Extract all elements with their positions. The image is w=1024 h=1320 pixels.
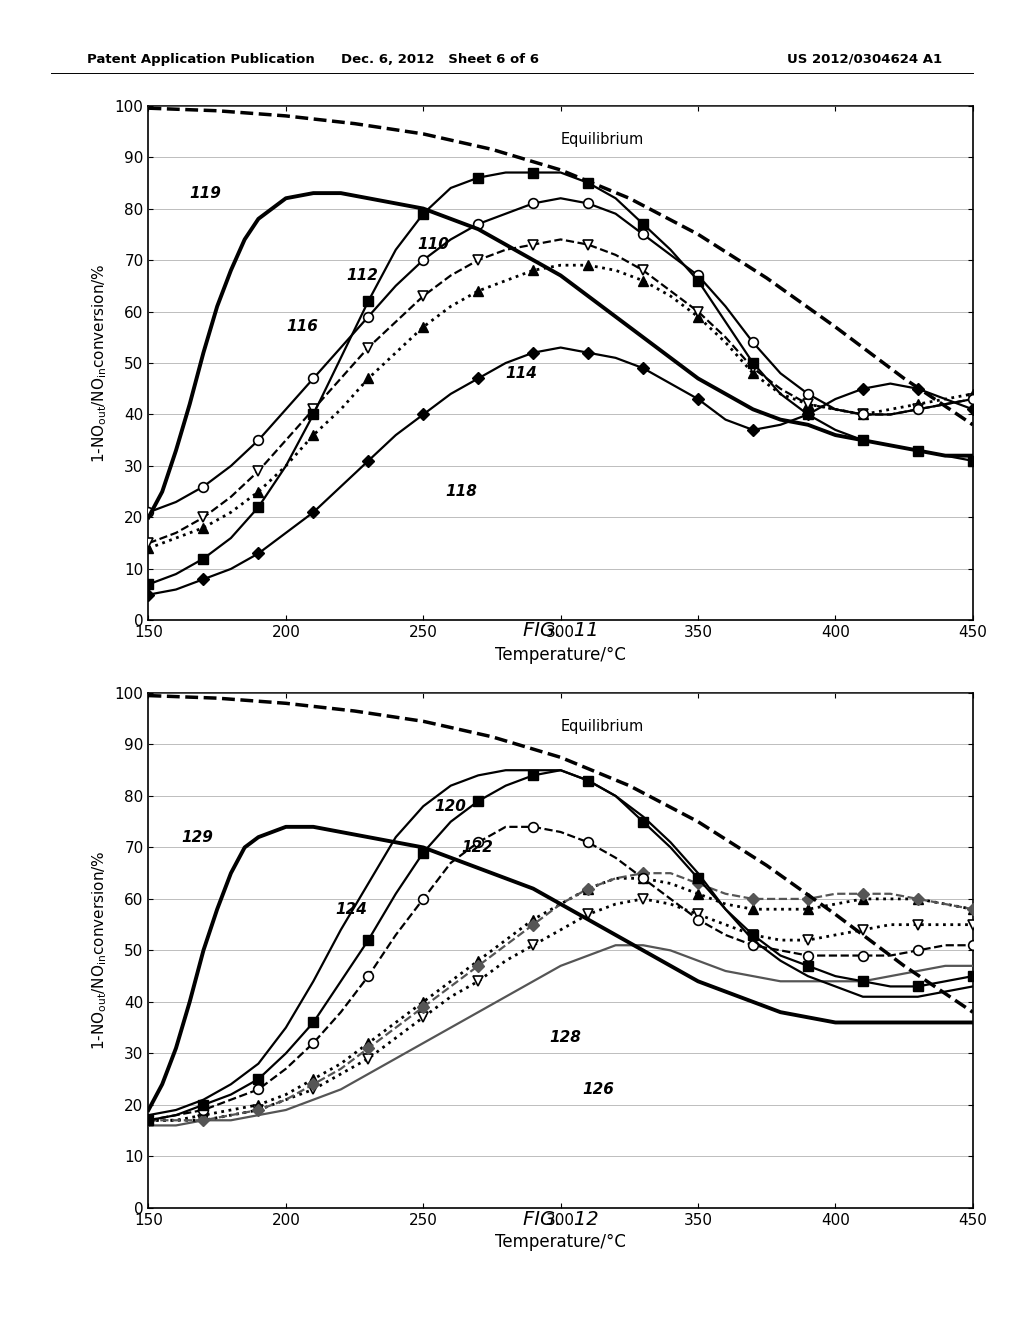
Text: 110: 110 [418, 238, 450, 252]
Text: 122: 122 [462, 840, 494, 855]
Text: 126: 126 [583, 1082, 614, 1097]
Text: 118: 118 [445, 484, 477, 499]
Text: 119: 119 [189, 186, 221, 201]
Text: Dec. 6, 2012   Sheet 6 of 6: Dec. 6, 2012 Sheet 6 of 6 [341, 53, 540, 66]
Text: FIG.  12: FIG. 12 [523, 1210, 599, 1229]
Text: Equilibrium: Equilibrium [561, 132, 644, 147]
Text: 128: 128 [550, 1031, 582, 1045]
Text: 124: 124 [335, 902, 368, 916]
X-axis label: Temperature/°C: Temperature/°C [496, 645, 626, 664]
Text: 116: 116 [286, 319, 317, 334]
Y-axis label: 1-NO$_\mathregular{out}$/NO$_\mathregular{in}$conversion/%: 1-NO$_\mathregular{out}$/NO$_\mathregula… [90, 263, 110, 463]
Text: 129: 129 [181, 830, 213, 845]
Text: US 2012/0304624 A1: US 2012/0304624 A1 [787, 53, 942, 66]
Text: FIG.  11: FIG. 11 [523, 622, 599, 640]
Y-axis label: 1-NO$_\mathregular{out}$/NO$_\mathregular{in}$conversion/%: 1-NO$_\mathregular{out}$/NO$_\mathregula… [90, 850, 110, 1051]
Text: Patent Application Publication: Patent Application Publication [87, 53, 314, 66]
X-axis label: Temperature/°C: Temperature/°C [496, 1233, 626, 1251]
Text: Equilibrium: Equilibrium [561, 719, 644, 734]
Text: 120: 120 [434, 799, 466, 813]
Text: 114: 114 [506, 366, 538, 380]
Text: 112: 112 [346, 268, 378, 282]
